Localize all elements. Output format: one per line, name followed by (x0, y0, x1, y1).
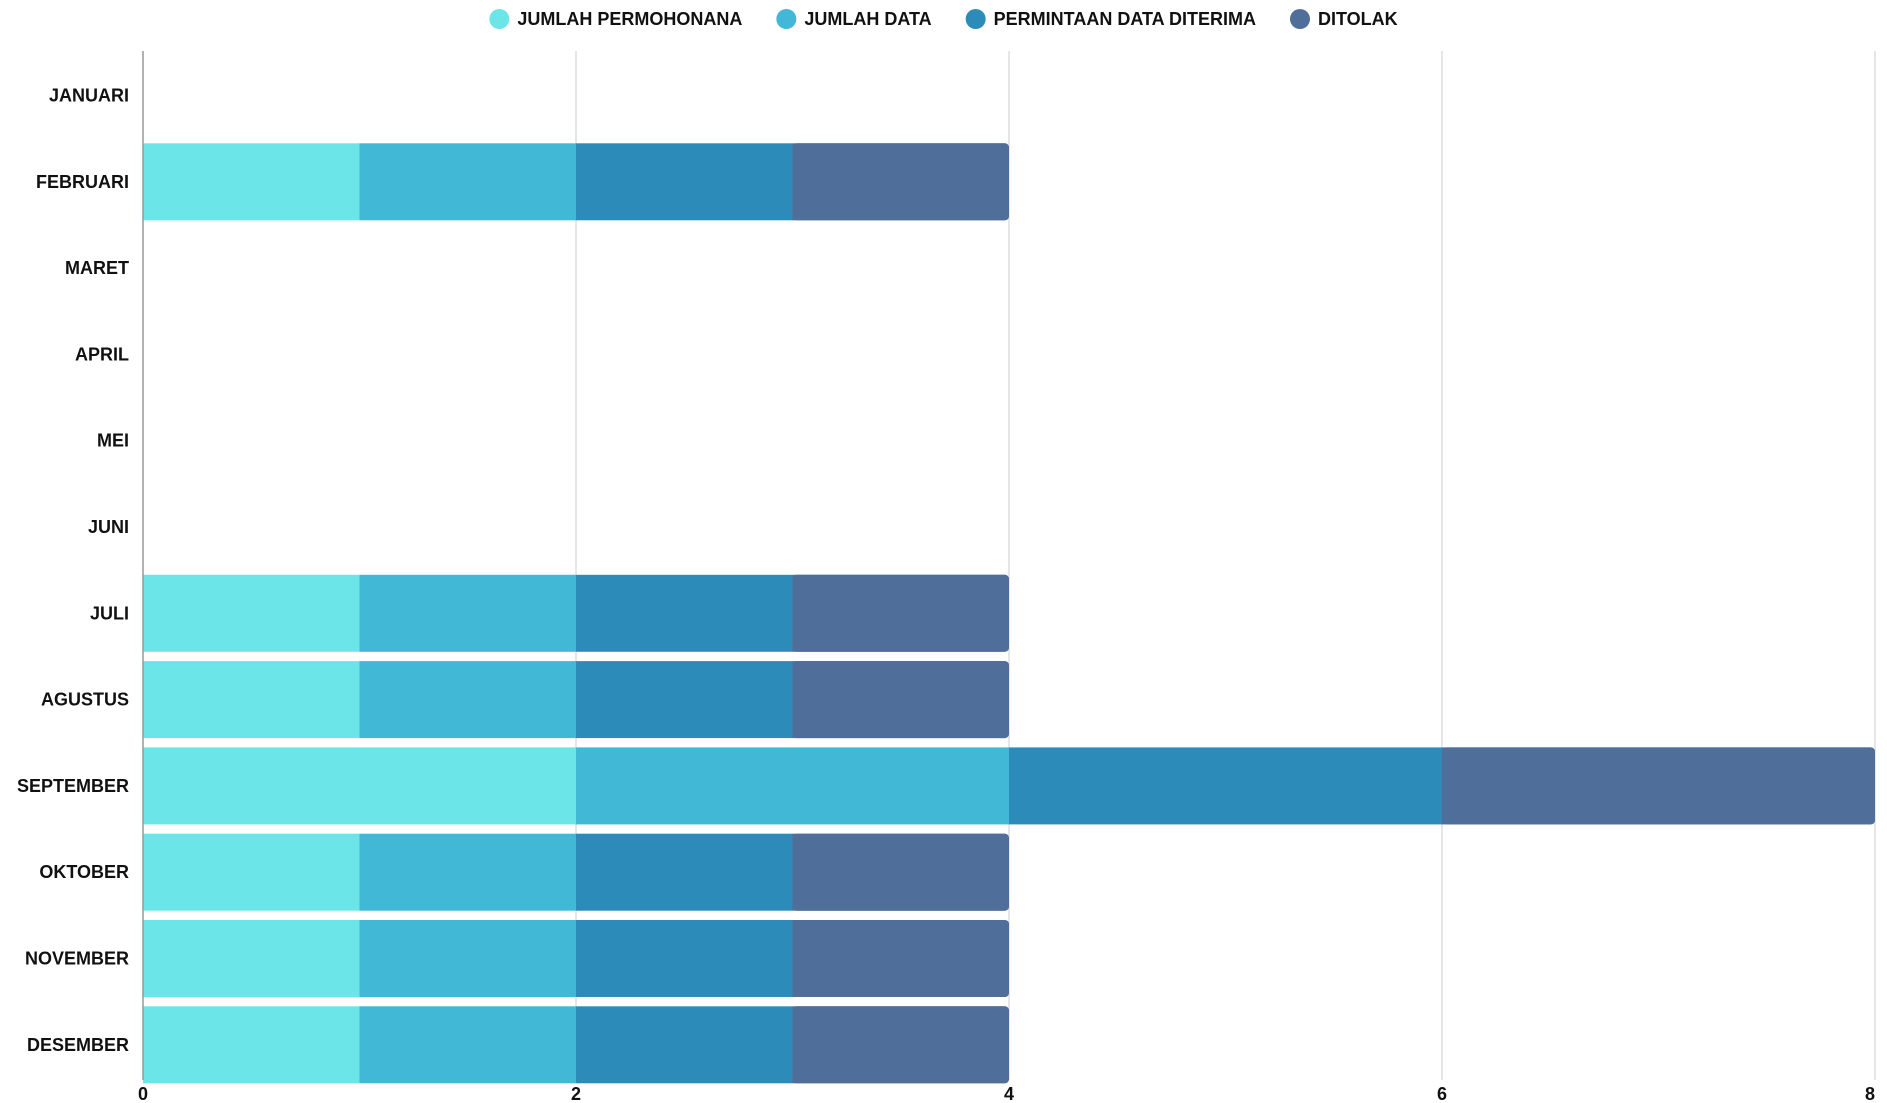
bar-segment (143, 143, 360, 221)
legend-label: JUMLAH DATA (804, 9, 931, 29)
legend-swatch (1289, 9, 1310, 29)
tick-label: 2 (571, 1084, 581, 1103)
category-label: APRIL (75, 344, 129, 364)
bar-segment-end (792, 833, 1009, 911)
legend-swatch (776, 9, 797, 29)
tick-label: 8 (1865, 1084, 1875, 1103)
bar-segment (359, 1006, 576, 1084)
category-label: NOVEMBER (25, 949, 129, 969)
bar-segment (576, 920, 793, 997)
category-label: JULI (90, 603, 129, 623)
bar-segment (359, 661, 576, 739)
bar-segment (143, 661, 360, 739)
bar-segment (143, 574, 360, 652)
legend-label: DITOLAK (1318, 9, 1398, 29)
bar-segment (359, 920, 576, 997)
bar-segment-end (792, 661, 1009, 739)
category-label: OKTOBER (39, 862, 129, 882)
category-label: MARET (65, 258, 129, 278)
category-label: JANUARI (49, 86, 129, 106)
category-label: SEPTEMBER (17, 776, 129, 796)
bar-segment-end (792, 143, 1009, 221)
bar-segment-end (792, 920, 1009, 997)
bars (143, 143, 1875, 1084)
legend-swatch (489, 9, 510, 29)
bar-segment (1009, 747, 1442, 825)
bar-segment (359, 143, 576, 221)
category-label: JUNI (88, 517, 129, 537)
bar-segment (359, 574, 576, 652)
bar-segment (143, 833, 360, 911)
category-labels: JANUARI FEBRUARI MARET APRIL MEI JUNI JULI AGUS… (17, 86, 129, 1055)
bar-segment-end (792, 1006, 1009, 1084)
tick-label: 0 (138, 1084, 148, 1103)
bar-segment (576, 574, 793, 652)
bar-segment (576, 747, 1009, 825)
tick-label: 6 (1437, 1084, 1447, 1103)
bar-segment (143, 747, 576, 825)
legend-label: PERMINTAAN DATA DITERIMA (994, 9, 1256, 29)
bar-segment (576, 661, 793, 739)
category-label: DESEMBER (27, 1035, 129, 1055)
legend-label: JUMLAH PERMOHONANA (517, 9, 742, 29)
category-label: MEI (97, 431, 129, 451)
bar-segment (143, 920, 360, 997)
bar-segment (576, 143, 793, 221)
bar-segment (576, 1006, 793, 1084)
category-label: AGUSTUS (41, 690, 129, 710)
category-label: FEBRUARI (36, 172, 129, 192)
bar-segment (359, 833, 576, 911)
legend-swatch (965, 9, 986, 29)
bar-segment-end (792, 574, 1009, 652)
bar-segment (143, 1006, 360, 1084)
bar-segment (576, 833, 793, 911)
legend: JUMLAH PERMOHONANA JUMLAH DATA PERMINTAAN … (489, 9, 1398, 29)
tick-label: 4 (1004, 1084, 1014, 1103)
bar-segment-end (1442, 747, 1875, 825)
tick-labels: 0 2 4 6 8 (138, 1084, 1875, 1103)
